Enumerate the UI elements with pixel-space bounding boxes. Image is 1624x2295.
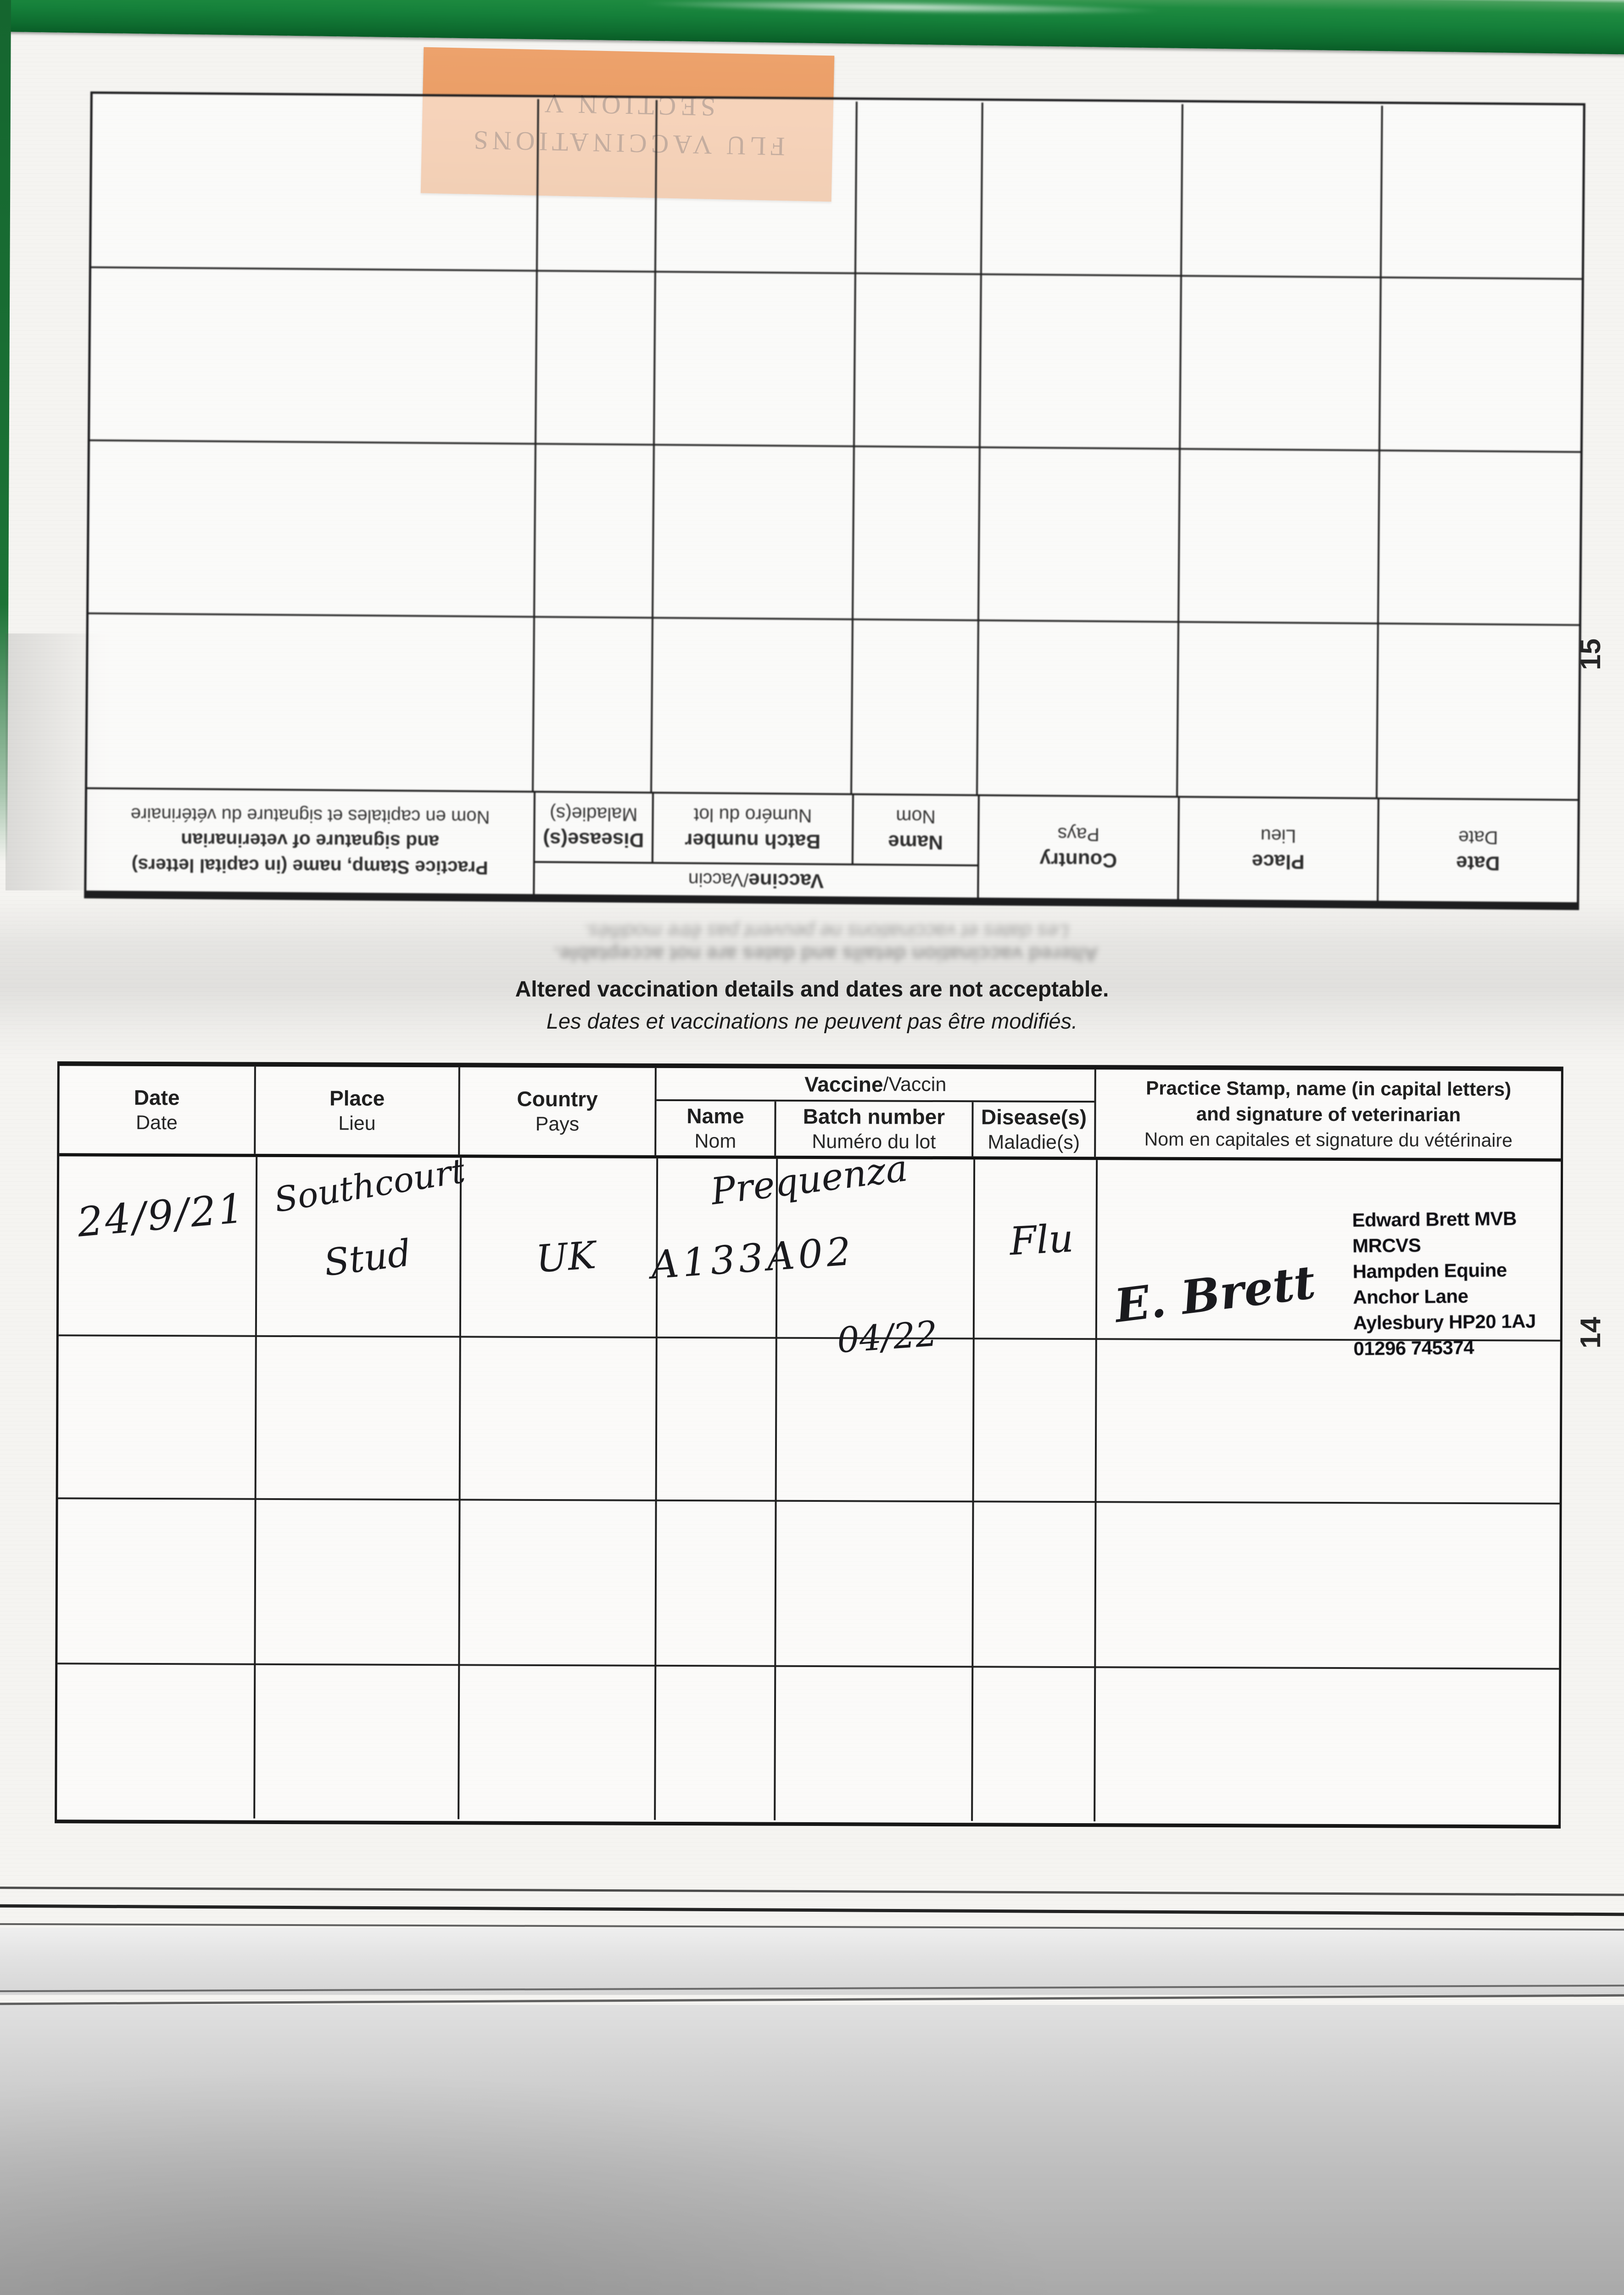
cover-gloss-highlight — [638, 0, 1166, 17]
stamp-town: Aylesbury HP20 1AJ — [1353, 1310, 1536, 1334]
column-group-vaccine: Vaccine/Vaccin Name Nom Batch number Num… — [533, 792, 978, 898]
column-header-batch: Batch number Numéro du lot — [651, 793, 852, 864]
column-header-country: Country Pays — [977, 796, 1178, 899]
column-header-date: Date Date — [59, 1066, 256, 1154]
column-header-name: Name Nom — [656, 1101, 776, 1156]
table-header-row: Date Date Place Lieu Country Pays Vaccin… — [86, 787, 1578, 902]
column-header-disease: Disease(s) Maladie(s) — [981, 1105, 1087, 1154]
column-header-practice-stamp: Practice Stamp, name (in capital letters… — [1144, 1077, 1513, 1151]
vaccine-subcolumns: Name Nom Batch number Numéro du lot Dise… — [656, 1101, 1094, 1157]
vaccination-table-page15: Date Date Place Lieu Country Pays Vaccin… — [84, 91, 1585, 910]
page-number-14: 14 — [1574, 1317, 1607, 1349]
stamp-street: Anchor Lane — [1353, 1285, 1468, 1308]
alteration-notice: Altered vaccination details and dates ar… — [0, 977, 1624, 1034]
page-stack-edge-band — [0, 1928, 1624, 1995]
stamp-practice: Hampden Equine — [1352, 1259, 1507, 1282]
entry-disease-handwriting: Flu — [1008, 1215, 1075, 1264]
column-header-date: Date Date — [1377, 799, 1578, 902]
empty-vaccination-rows — [87, 95, 1583, 799]
vaccine-subcolumns: Name Nom Batch number Numéro du lot Dise… — [535, 793, 978, 865]
column-header-name: Name Nom — [851, 795, 978, 865]
column-header-vaccine: Vaccine/Vaccin — [535, 861, 977, 898]
entry-batch-date-handwriting: 04/22 — [836, 1313, 939, 1361]
notice-showthrough: Altered vaccination details and dates ar… — [554, 920, 1098, 965]
column-header-country: Country Pays — [460, 1067, 657, 1155]
stamp-phone: 01296 745374 — [1353, 1336, 1474, 1360]
column-header-practice-stamp: Practice Stamp, name (in capital letters… — [130, 804, 490, 879]
column-header-place: Place Lieu — [256, 1066, 460, 1155]
table-header-row: Date Date Place Lieu Country Pays Vaccin… — [59, 1066, 1561, 1162]
alteration-notice-fr: Les dates et vaccinations ne peuvent pas… — [546, 1009, 1078, 1033]
alteration-notice-en: Altered vaccination details and dates ar… — [515, 977, 1109, 1002]
column-group-vaccine: Vaccine/Vaccin Name Nom Batch number Num… — [656, 1068, 1096, 1157]
column-header-disease: Disease(s) Maladie(s) — [542, 803, 644, 852]
entry-country-handwriting: UK — [534, 1233, 597, 1282]
practice-stamp: Edward Brett MVB MRCVS Hampden Equine An… — [1352, 1205, 1574, 1361]
page-number-15: 15 — [1574, 638, 1607, 670]
column-header-batch: Batch number Numéro du lot — [776, 1101, 974, 1157]
column-header-vaccine: Vaccine/Vaccin — [656, 1068, 1094, 1103]
column-header-place: Place Lieu — [1177, 797, 1378, 901]
desk-surface — [0, 2005, 1624, 2295]
stamp-vet-name: Edward Brett MVB MRCVS — [1352, 1207, 1517, 1257]
page-gutter-shadow — [0, 896, 1624, 1061]
